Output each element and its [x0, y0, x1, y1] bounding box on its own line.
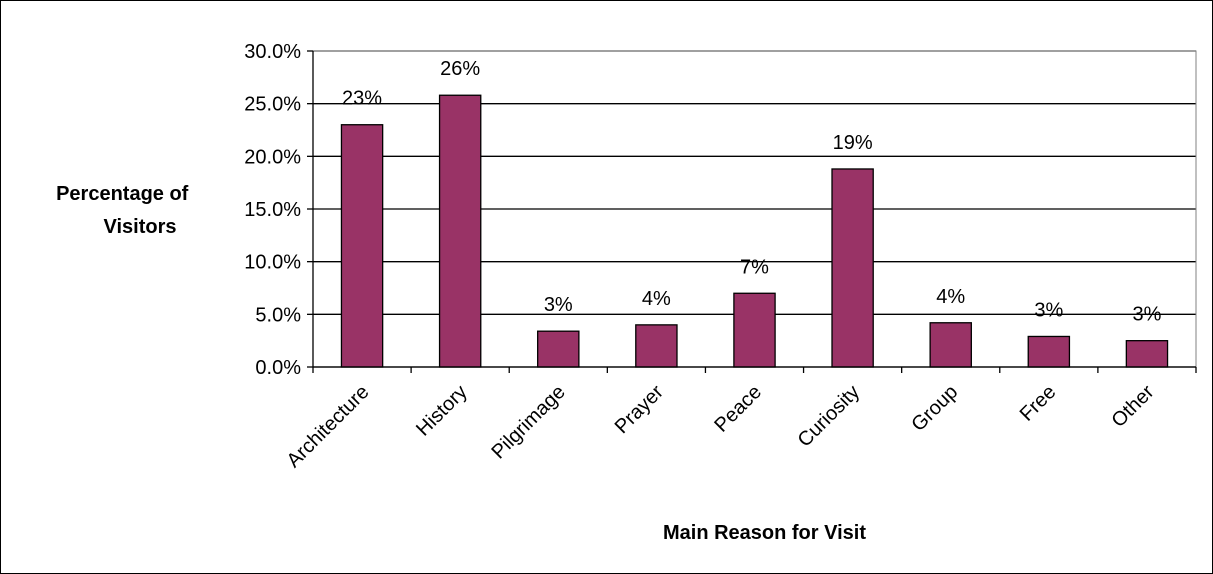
y-axis-tick-labels: 0.0% 5.0% 10.0% 15.0% 20.0% 25.0% 30.0% [244, 41, 301, 379]
y-tick-label: 0.0% [255, 357, 301, 379]
x-category-label-architecture: Architecture [283, 381, 374, 472]
data-label-history: 26% [440, 58, 480, 80]
data-label-group: 4% [936, 286, 965, 308]
bar-history [438, 94, 482, 368]
bar-group [929, 322, 972, 368]
x-category-label-prayer: Prayer [611, 381, 668, 438]
y-tick-label: 20.0% [244, 146, 301, 168]
data-label-architecture: 23% [342, 88, 382, 110]
data-label-pilgrimage: 3% [544, 294, 573, 316]
bar-curiosity [831, 168, 874, 368]
bar-peace [733, 292, 776, 368]
bar-free [1027, 335, 1071, 368]
bar-prayer [635, 324, 678, 368]
x-category-label-other: Other [1108, 381, 1159, 432]
x-category-label-history: History [412, 381, 472, 441]
data-label-peace: 7% [740, 256, 769, 278]
x-category-label-free: Free [1016, 381, 1061, 426]
y-tick-label: 5.0% [255, 304, 301, 326]
x-category-label-peace: Peace [710, 381, 766, 437]
y-axis-title-line-1: Percentage of [56, 183, 189, 205]
data-label-prayer: 4% [642, 288, 671, 310]
x-category-label-pilgrimage: Pilgrimage [487, 381, 569, 463]
data-label-other: 3% [1132, 304, 1161, 326]
data-label-curiosity: 19% [833, 132, 873, 154]
y-tick-label: 30.0% [244, 41, 301, 63]
x-category-label-group: Group [907, 381, 962, 436]
y-tick-label: 10.0% [244, 252, 301, 274]
x-category-label-curiosity: Curiosity [794, 381, 865, 452]
data-labels: 23% 26% 3% 4% 7% 19% 4% 3% 3% [342, 58, 1162, 325]
y-tick-label: 25.0% [244, 94, 301, 116]
bar-architecture [340, 124, 384, 368]
x-axis-category-labels: Architecture History Pilgrimage Prayer Peace… [283, 381, 1159, 472]
axis-ticks [307, 50, 1197, 373]
y-axis-title: Percentage of Visitors [56, 183, 194, 238]
bar-pilgrimage [537, 330, 580, 368]
x-axis-title: Main Reason for Visit [663, 522, 866, 544]
bars [340, 94, 1169, 368]
y-axis-title-line-2: Visitors [104, 216, 177, 238]
y-tick-label: 15.0% [244, 199, 301, 221]
data-label-free: 3% [1034, 299, 1063, 321]
bar-other [1125, 340, 1169, 368]
